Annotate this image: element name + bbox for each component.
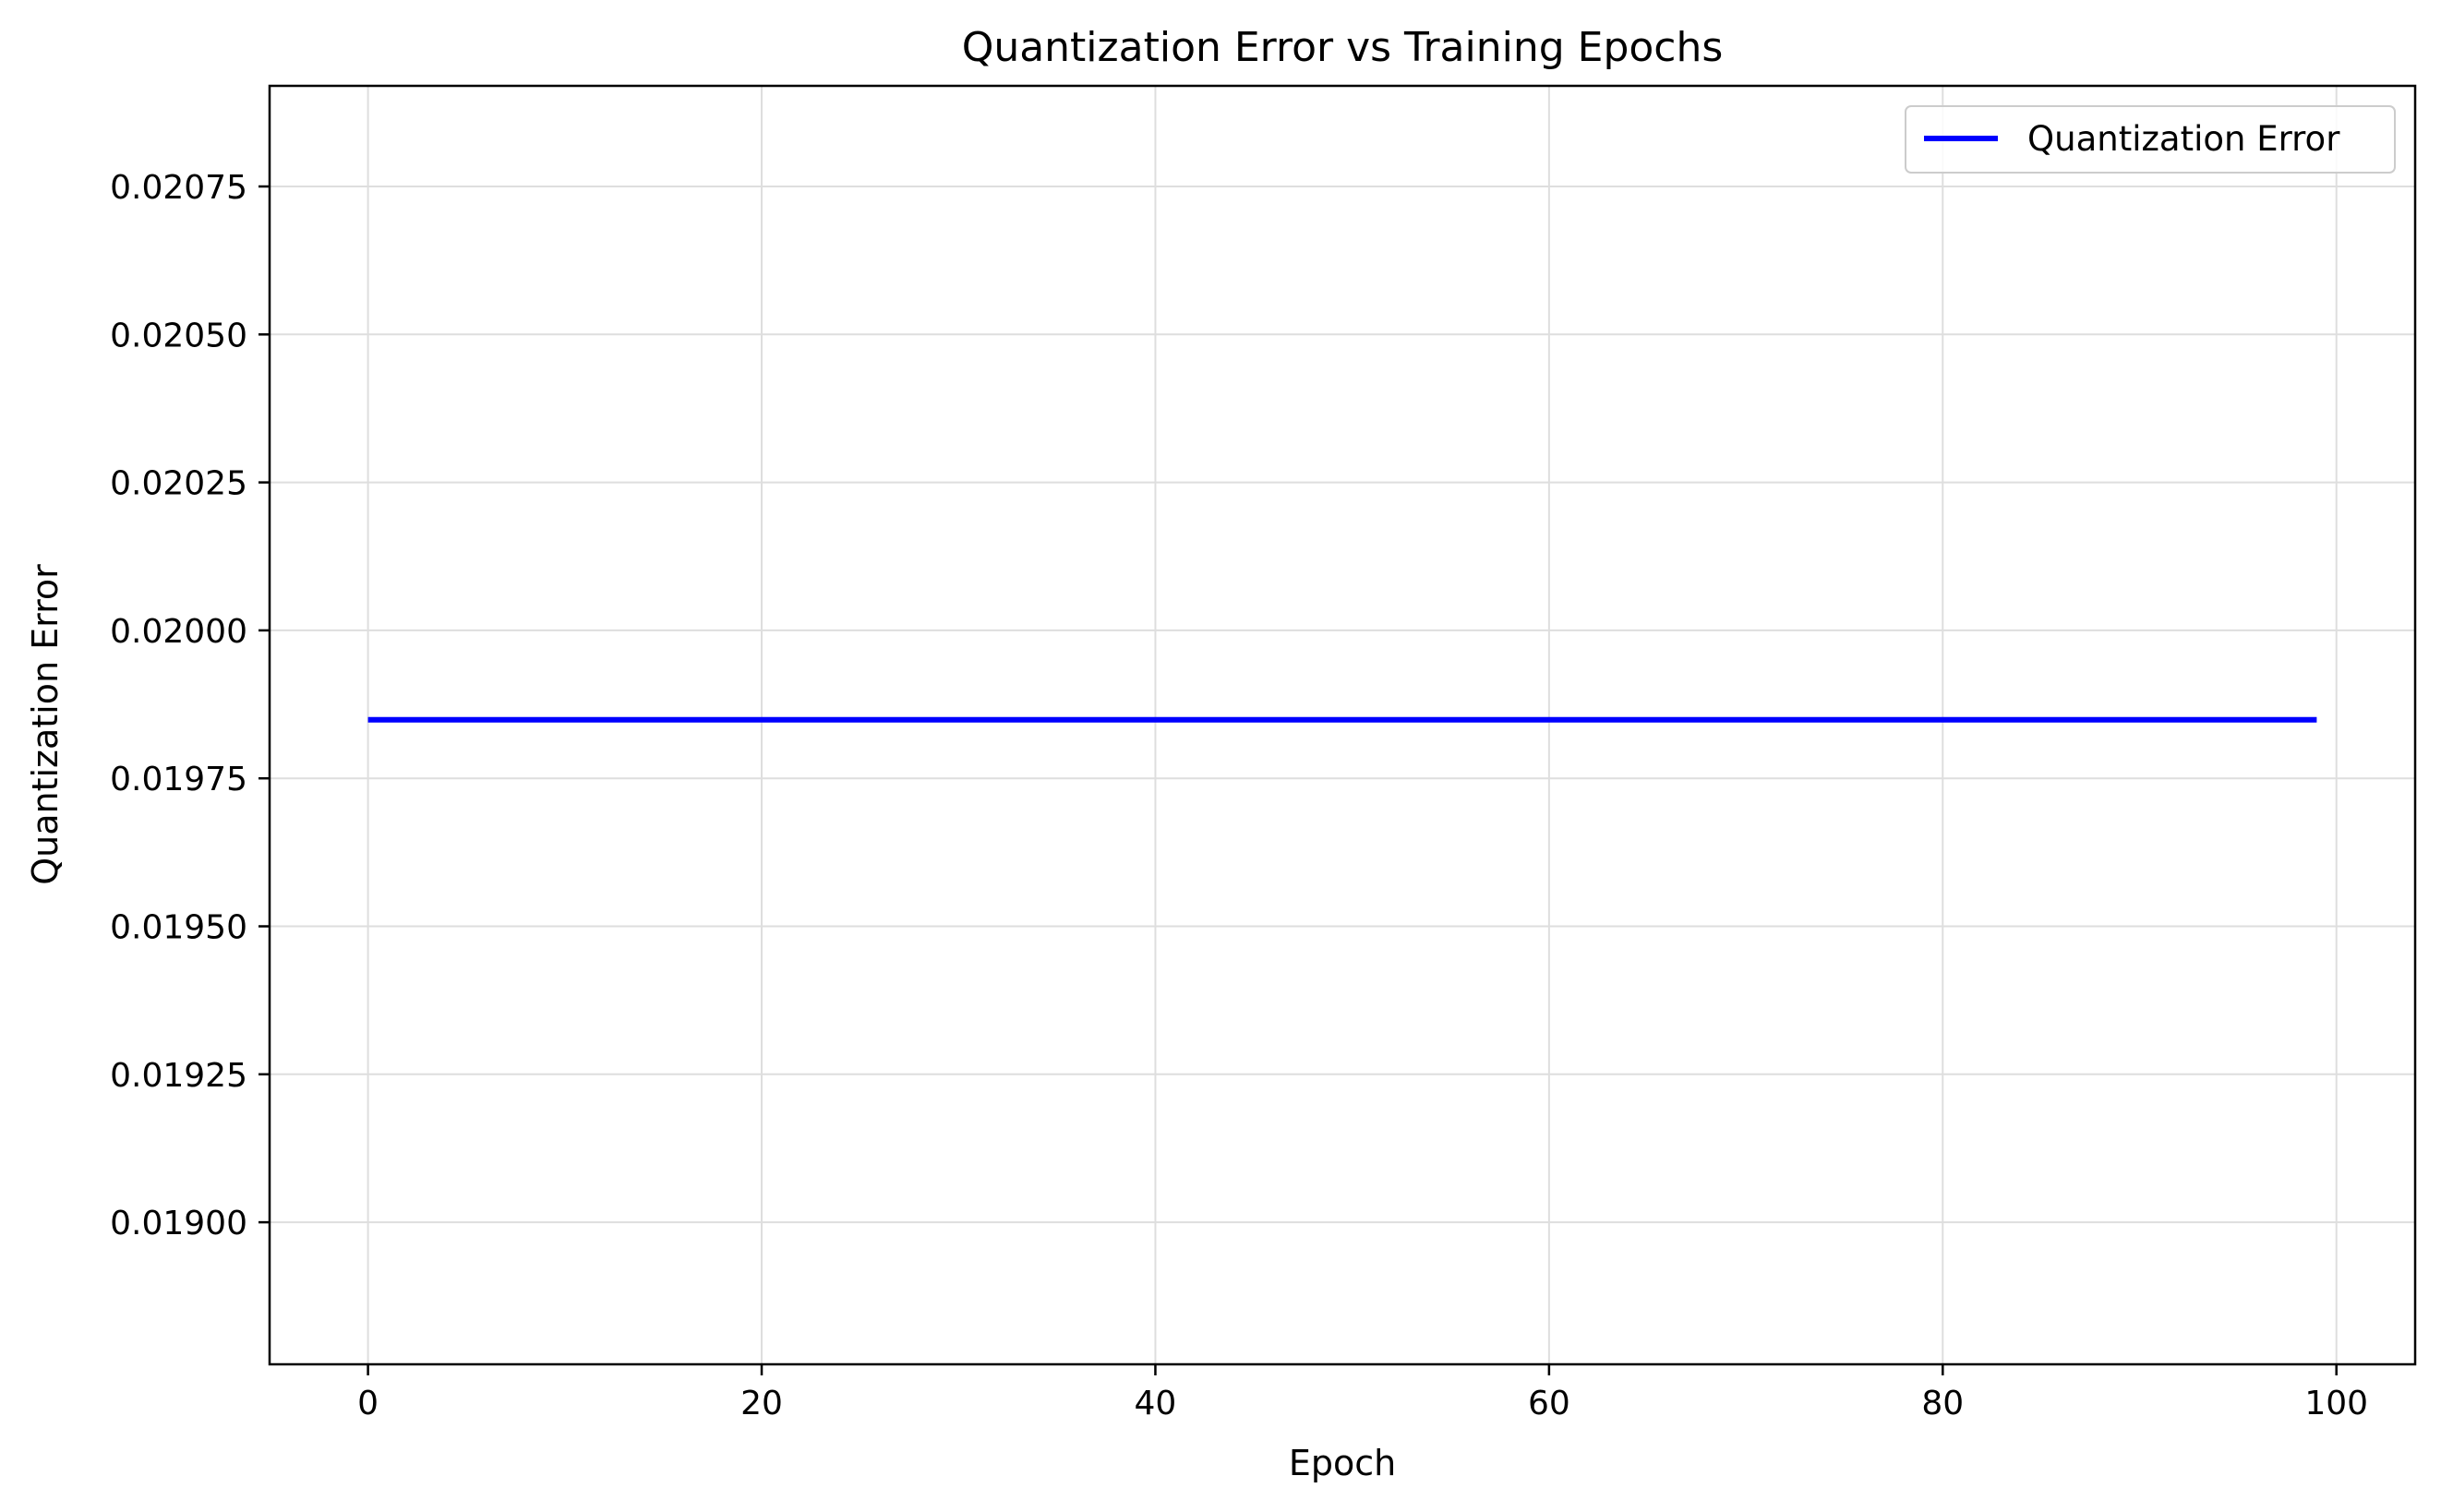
x-ticks: 0 20 40 60 80 100 [357, 1364, 2368, 1422]
plot-frame [268, 84, 2417, 1366]
y-ticks: 0.01900 0.01925 0.01950 0.01975 0.02000 0.020… [110, 169, 270, 1242]
y-tick-label: 0.02075 [110, 169, 247, 207]
x-axis-label: Epoch [1289, 1443, 1396, 1483]
y-axis-label: Quantization Error [25, 564, 66, 885]
x-tick-label: 40 [1135, 1385, 1177, 1422]
y-tick-label: 0.01950 [110, 909, 247, 947]
legend: Quantization Error [1905, 105, 2396, 174]
y-tick-label: 0.01925 [110, 1057, 247, 1095]
legend-box [1905, 105, 2396, 174]
x-tick-label: 20 [740, 1385, 783, 1422]
y-tick-label: 0.01975 [110, 761, 247, 798]
x-tick-label: 100 [2304, 1385, 2368, 1422]
y-tick-label: 0.02050 [110, 317, 247, 354]
y-tick-label: 0.02000 [110, 613, 247, 651]
grid [270, 86, 2415, 1364]
x-tick-label: 0 [357, 1385, 379, 1422]
x-tick-label: 60 [1528, 1385, 1570, 1422]
chart-title: Quantization Error vs Training Epochs [962, 24, 1724, 71]
x-tick-label: 80 [1921, 1385, 1964, 1422]
legend-label: Quantization Error [2027, 119, 2340, 159]
y-tick-label: 0.01900 [110, 1205, 247, 1242]
y-tick-label: 0.02025 [110, 465, 247, 503]
